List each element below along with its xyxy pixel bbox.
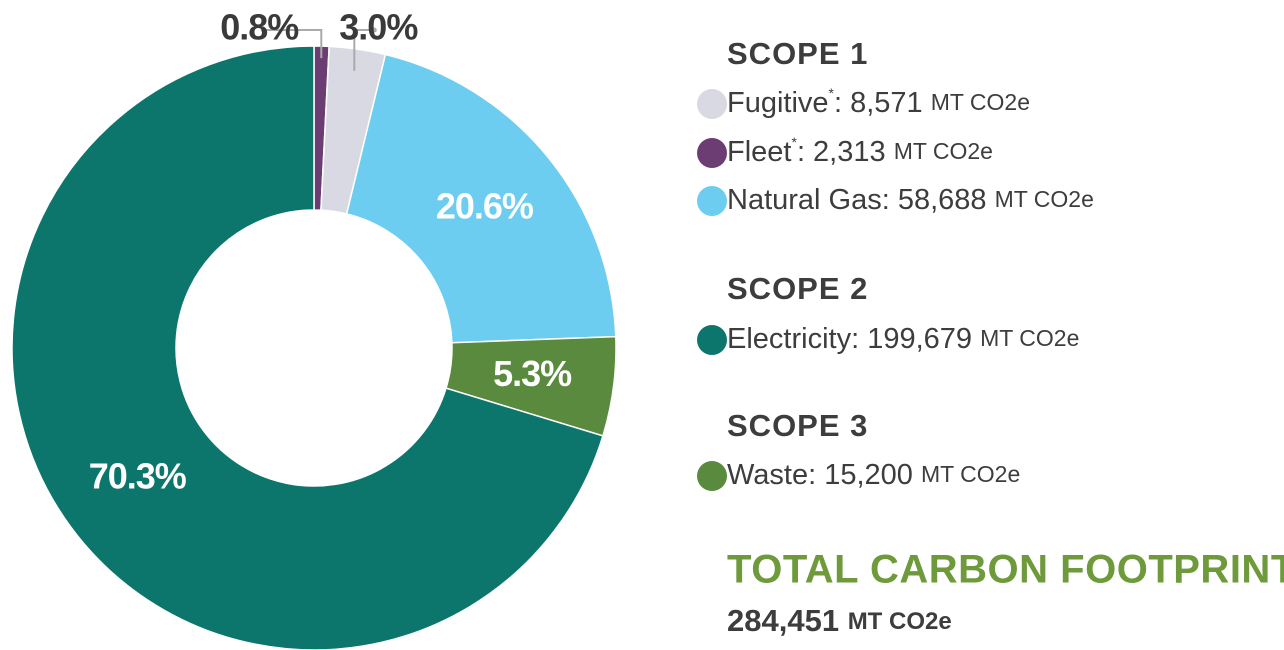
scope-title: SCOPE 3 [727, 408, 868, 443]
legend-entry: Electricity: 199,679 MT CO2e [727, 323, 1079, 355]
legend-name: Electricity [727, 323, 852, 355]
scope-title: SCOPE 1 [727, 36, 868, 71]
scope-title: SCOPE 2 [727, 271, 868, 306]
legend-name: Fleet [727, 136, 791, 168]
legend-swatch [697, 138, 727, 168]
legend-swatch [697, 186, 727, 216]
total: 284,451 MT CO2e [727, 603, 952, 638]
legend-unit: MT CO2e [995, 186, 1094, 212]
legend-unit: MT CO2e [980, 325, 1079, 351]
legend-amount: : 199,679 [851, 323, 972, 355]
total-unit: MT CO2e [848, 608, 952, 635]
leader-line [353, 29, 375, 71]
legend-name: Natural Gas [727, 184, 882, 216]
value-label: 0.8% [220, 7, 299, 48]
donut: 0.8% 3.0% 20.6% 5.3% 70.3% [11, 7, 617, 650]
value-label: 70.3% [89, 456, 187, 497]
slice [345, 53, 617, 344]
total-value: 284,451 [727, 603, 839, 638]
legend-swatch [697, 325, 727, 355]
legend-name: Waste [727, 459, 808, 491]
legend-amount: : 8,571 [834, 87, 923, 119]
total-title: TOTAL CARBON FOOTPRINT [727, 548, 1284, 592]
legend-amount: : 58,688 [882, 184, 987, 216]
leader-dot [260, 27, 266, 33]
legend: SCOPE 1 Fugitive*: 8,571 MT CO2e Fleet*:… [697, 36, 1284, 638]
legend-unit: MT CO2e [921, 461, 1020, 487]
legend-entry: Fugitive*: 8,571 MT CO2e [727, 85, 1030, 119]
leader-line [263, 29, 323, 59]
legend-swatch [697, 461, 727, 491]
footnote-mark: * [829, 85, 835, 101]
legend-name: Fugitive [727, 87, 829, 119]
value-label: 5.3% [493, 353, 572, 394]
legend-entry: Waste: 15,200 MT CO2e [727, 459, 1020, 491]
legend-amount: : 15,200 [808, 459, 913, 491]
value-label: 20.6% [436, 185, 534, 226]
legend-entry: Natural Gas: 58,688 MT CO2e [727, 184, 1094, 216]
legend-unit: MT CO2e [931, 89, 1030, 115]
legend-entry: Fleet*: 2,313 MT CO2e [727, 134, 993, 168]
value-label: 3.0% [339, 7, 418, 48]
footnote-mark: * [791, 134, 797, 150]
legend-amount: : 2,313 [797, 136, 886, 168]
leader-dot [371, 27, 377, 33]
legend-unit: MT CO2e [894, 138, 993, 164]
legend-swatch [697, 89, 727, 119]
